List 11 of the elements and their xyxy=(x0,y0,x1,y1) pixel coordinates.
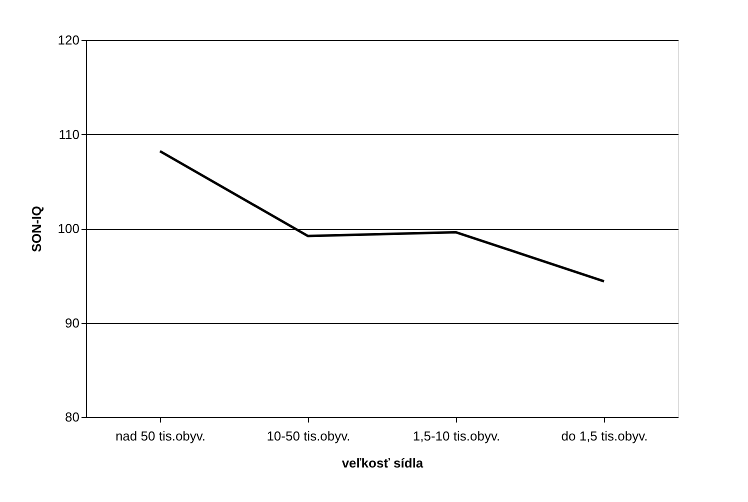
x-tick-label: do 1,5 tis.obyv. xyxy=(561,428,648,444)
x-tick-label: nad 50 tis.obyv. xyxy=(115,428,206,444)
y-axis-title: SON-IQ xyxy=(28,206,44,252)
y-tick-label: 110 xyxy=(58,126,80,142)
x-axis-title: veľkosť sídla xyxy=(342,456,424,470)
y-tick-label: 90 xyxy=(65,315,80,330)
y-tick-label: 120 xyxy=(58,32,80,48)
y-tick-label: 100 xyxy=(58,221,80,236)
x-tick-label: 10-50 tis.obyv. xyxy=(266,428,350,444)
x-tick-label: 1,5-10 tis.obyv. xyxy=(412,428,500,444)
y-tick-label: 80 xyxy=(65,410,80,424)
